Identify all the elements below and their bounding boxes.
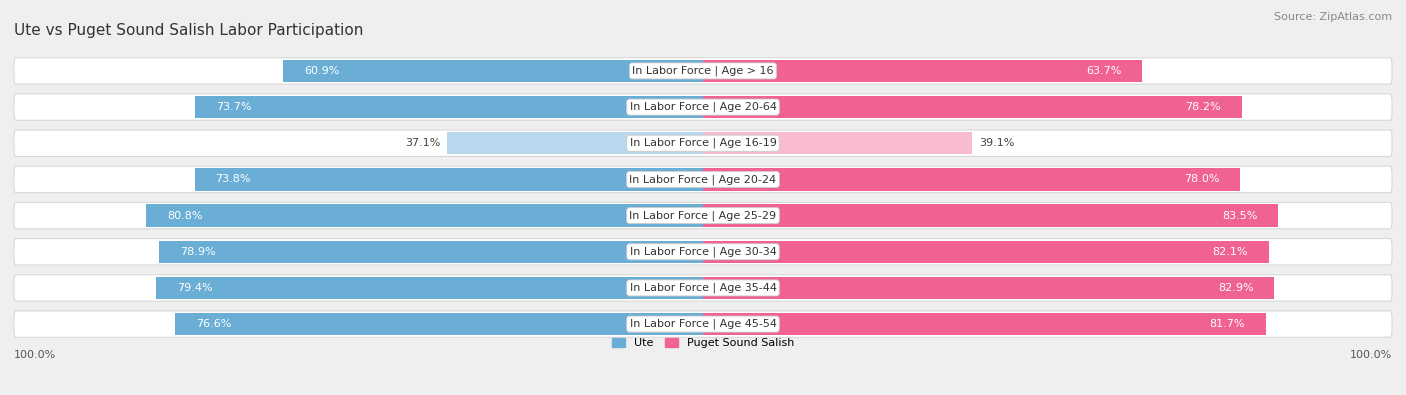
Text: Ute vs Puget Sound Salish Labor Participation: Ute vs Puget Sound Salish Labor Particip… bbox=[14, 23, 363, 38]
FancyBboxPatch shape bbox=[14, 130, 1392, 156]
Text: In Labor Force | Age 45-54: In Labor Force | Age 45-54 bbox=[630, 319, 776, 329]
Text: 76.6%: 76.6% bbox=[195, 319, 232, 329]
Bar bbox=[156, 277, 703, 299]
Text: 82.1%: 82.1% bbox=[1212, 247, 1249, 257]
Bar bbox=[703, 168, 1240, 191]
Bar bbox=[159, 241, 703, 263]
Text: In Labor Force | Age 20-64: In Labor Force | Age 20-64 bbox=[630, 102, 776, 112]
Bar bbox=[146, 204, 703, 227]
Bar bbox=[447, 132, 703, 154]
Text: In Labor Force | Age 30-34: In Labor Force | Age 30-34 bbox=[630, 246, 776, 257]
FancyBboxPatch shape bbox=[14, 58, 1392, 84]
FancyBboxPatch shape bbox=[14, 311, 1392, 337]
Text: 63.7%: 63.7% bbox=[1085, 66, 1121, 76]
Legend: Ute, Puget Sound Salish: Ute, Puget Sound Salish bbox=[612, 338, 794, 348]
Text: 100.0%: 100.0% bbox=[1350, 350, 1392, 360]
Text: 83.5%: 83.5% bbox=[1222, 211, 1257, 220]
Bar bbox=[703, 60, 1142, 82]
Bar bbox=[703, 204, 1278, 227]
FancyBboxPatch shape bbox=[14, 166, 1392, 193]
FancyBboxPatch shape bbox=[14, 202, 1392, 229]
Text: In Labor Force | Age 16-19: In Labor Force | Age 16-19 bbox=[630, 138, 776, 149]
FancyBboxPatch shape bbox=[14, 239, 1392, 265]
Text: 80.8%: 80.8% bbox=[167, 211, 202, 220]
Bar bbox=[176, 313, 703, 335]
Text: 79.4%: 79.4% bbox=[177, 283, 212, 293]
Text: 78.2%: 78.2% bbox=[1185, 102, 1220, 112]
Bar bbox=[703, 313, 1265, 335]
Text: 73.7%: 73.7% bbox=[217, 102, 252, 112]
Bar bbox=[284, 60, 703, 82]
Text: 78.9%: 78.9% bbox=[180, 247, 215, 257]
Text: In Labor Force | Age > 16: In Labor Force | Age > 16 bbox=[633, 66, 773, 76]
FancyBboxPatch shape bbox=[14, 275, 1392, 301]
Text: 82.9%: 82.9% bbox=[1218, 283, 1254, 293]
Bar bbox=[703, 96, 1241, 118]
Text: 39.1%: 39.1% bbox=[979, 138, 1015, 148]
Text: 78.0%: 78.0% bbox=[1184, 175, 1219, 184]
Bar bbox=[195, 96, 703, 118]
Bar bbox=[703, 132, 973, 154]
Text: 100.0%: 100.0% bbox=[14, 350, 56, 360]
Bar bbox=[703, 241, 1268, 263]
Text: Source: ZipAtlas.com: Source: ZipAtlas.com bbox=[1274, 12, 1392, 22]
Text: 73.8%: 73.8% bbox=[215, 175, 250, 184]
Text: 81.7%: 81.7% bbox=[1209, 319, 1246, 329]
Text: 37.1%: 37.1% bbox=[405, 138, 440, 148]
Bar bbox=[703, 277, 1274, 299]
Text: In Labor Force | Age 25-29: In Labor Force | Age 25-29 bbox=[630, 210, 776, 221]
Text: In Labor Force | Age 20-24: In Labor Force | Age 20-24 bbox=[630, 174, 776, 185]
Text: 60.9%: 60.9% bbox=[304, 66, 339, 76]
Text: In Labor Force | Age 35-44: In Labor Force | Age 35-44 bbox=[630, 283, 776, 293]
Bar bbox=[194, 168, 703, 191]
FancyBboxPatch shape bbox=[14, 94, 1392, 120]
